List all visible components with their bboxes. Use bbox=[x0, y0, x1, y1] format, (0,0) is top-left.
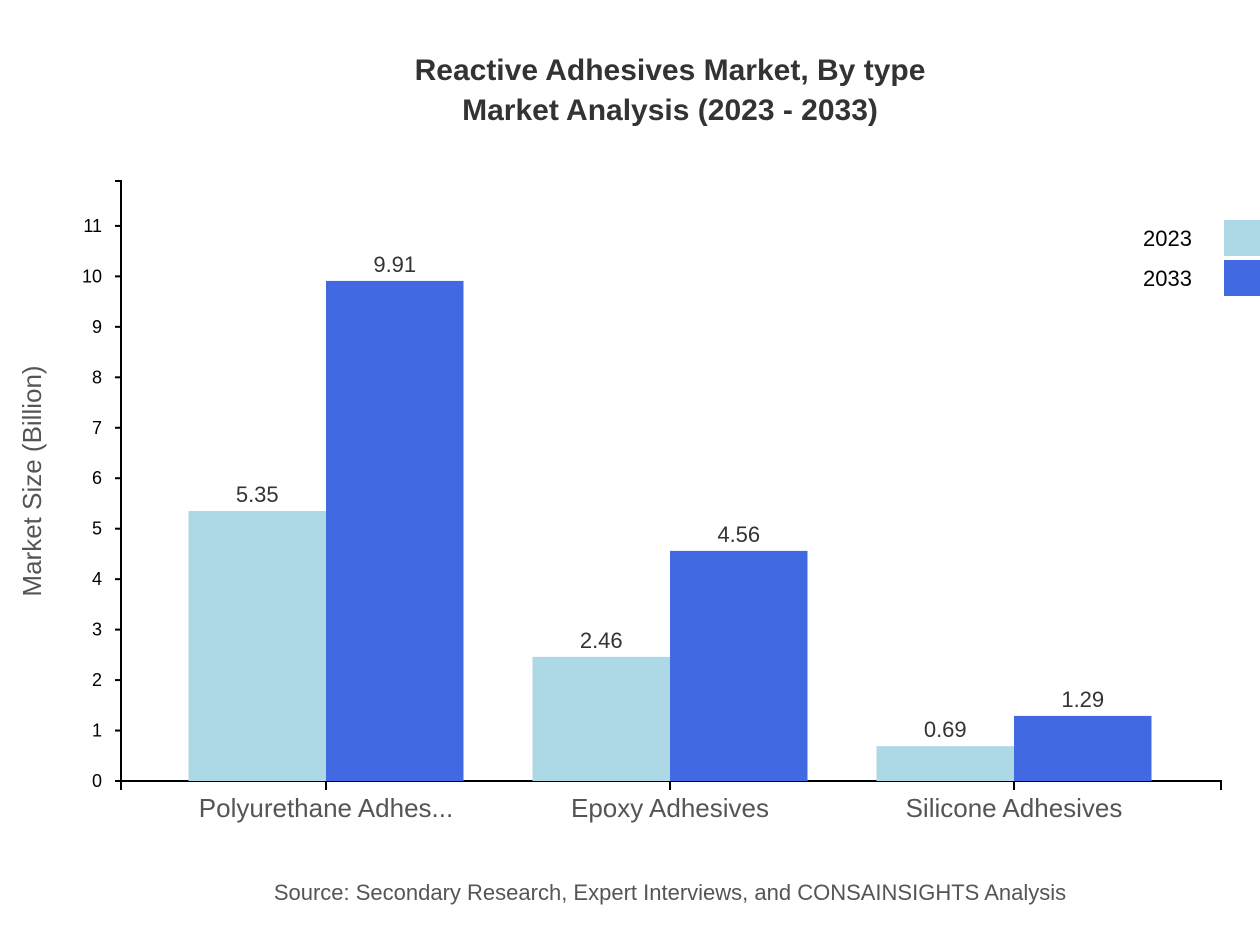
bar bbox=[532, 656, 670, 781]
y-axis-line bbox=[115, 180, 122, 782]
y-tick-label: 8 bbox=[92, 367, 102, 387]
data-label: 0.69 bbox=[924, 717, 967, 742]
x-tick-label: Silicone Adhesives bbox=[906, 793, 1123, 823]
x-tick-label: Polyurethane Adhes... bbox=[199, 793, 453, 823]
legend-label: 2033 bbox=[1143, 266, 1192, 291]
chart-subtitle: Market Analysis (2023 - 2033) bbox=[462, 94, 878, 127]
data-label: 2.46 bbox=[580, 628, 623, 653]
y-tick-label: 3 bbox=[92, 620, 102, 640]
y-tick-label: 1 bbox=[92, 721, 102, 741]
legend-swatch bbox=[1224, 260, 1260, 296]
data-label: 4.56 bbox=[717, 522, 760, 547]
legend-swatch bbox=[1224, 220, 1260, 256]
y-tick-label: 11 bbox=[83, 216, 102, 236]
data-label: 9.91 bbox=[373, 252, 416, 277]
bar bbox=[326, 280, 464, 781]
y-tick-label: 10 bbox=[82, 266, 102, 286]
data-label: 1.29 bbox=[1061, 687, 1104, 712]
bar bbox=[876, 746, 1014, 781]
y-tick-label: 5 bbox=[92, 519, 102, 539]
y-tick-label: 9 bbox=[92, 317, 102, 337]
bar bbox=[670, 550, 808, 781]
x-tick-label: Epoxy Adhesives bbox=[571, 793, 769, 823]
source-note: Source: Secondary Research, Expert Inter… bbox=[274, 880, 1066, 905]
y-tick-label: 6 bbox=[92, 468, 102, 488]
y-axis-label: Market Size (Billion) bbox=[17, 365, 47, 596]
bar bbox=[1014, 715, 1152, 781]
y-tick-label: 7 bbox=[92, 418, 102, 438]
y-tick-label: 4 bbox=[92, 569, 102, 589]
y-tick-label: 0 bbox=[92, 771, 102, 791]
legend-label: 2023 bbox=[1143, 226, 1192, 251]
bar bbox=[188, 511, 326, 781]
data-label: 5.35 bbox=[236, 482, 279, 507]
chart-title: Reactive Adhesives Market, By type bbox=[415, 54, 926, 87]
y-tick-label: 2 bbox=[92, 670, 102, 690]
